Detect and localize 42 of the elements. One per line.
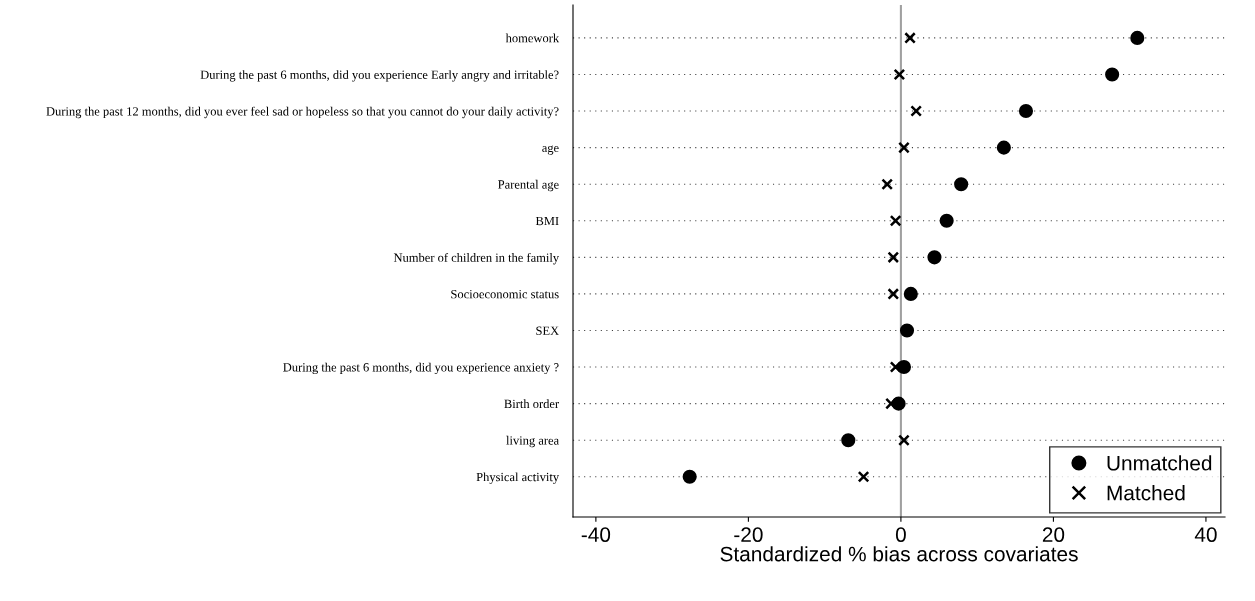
point — [996, 140, 1011, 155]
legend-label: Matched — [1107, 485, 1185, 501]
point — [893, 68, 906, 81]
point — [841, 433, 856, 448]
y-tick-label: Physical activity — [476, 472, 560, 484]
point — [910, 105, 923, 117]
point — [887, 251, 900, 264]
y-tick-label: Birth order — [504, 399, 559, 409]
point — [898, 434, 910, 447]
y-tick-label: During the past 12 months, did you ever feel sad or hopeless so that you cannot do your daily activity? — [46, 106, 559, 119]
point — [682, 469, 697, 484]
legend-label: Unmatched — [1107, 455, 1212, 471]
point — [1130, 30, 1145, 45]
point — [899, 323, 915, 338]
y-tick-label: During the past 6 months, did you experience Early angry and irritable? — [200, 70, 559, 82]
point — [898, 141, 910, 154]
x-tick-label: 20 — [1042, 527, 1065, 543]
point — [904, 32, 916, 44]
x-tick-label: 0 — [895, 527, 906, 543]
point — [939, 213, 954, 228]
y-tick-label: BMI — [535, 216, 559, 226]
x-tick-label: 40 — [1194, 527, 1217, 543]
point — [881, 178, 894, 191]
point — [1105, 67, 1120, 82]
y-tick-label: SEX — [536, 326, 559, 335]
y-tick-label: living area — [506, 435, 559, 448]
y-tick-label: Number of children in the family — [393, 252, 560, 265]
point — [1018, 104, 1034, 119]
y-tick-label: During the past 6 months, did you experience anxiety ? — [283, 362, 559, 375]
y-tick-label: homework — [505, 33, 560, 43]
point — [903, 286, 918, 301]
y-tick-label: Parental age — [498, 179, 559, 192]
point — [927, 250, 942, 265]
y-tick-label: Socioeconomic status — [451, 289, 559, 299]
y-tick-label: age — [542, 145, 559, 155]
point — [887, 288, 900, 300]
x-axis-title: Standardized % bias across covariates — [720, 546, 1078, 562]
point — [889, 214, 902, 227]
point — [857, 470, 870, 483]
x-tick-label: -20 — [734, 527, 763, 543]
point — [954, 177, 969, 192]
x-tick-label: -40 — [581, 527, 611, 543]
